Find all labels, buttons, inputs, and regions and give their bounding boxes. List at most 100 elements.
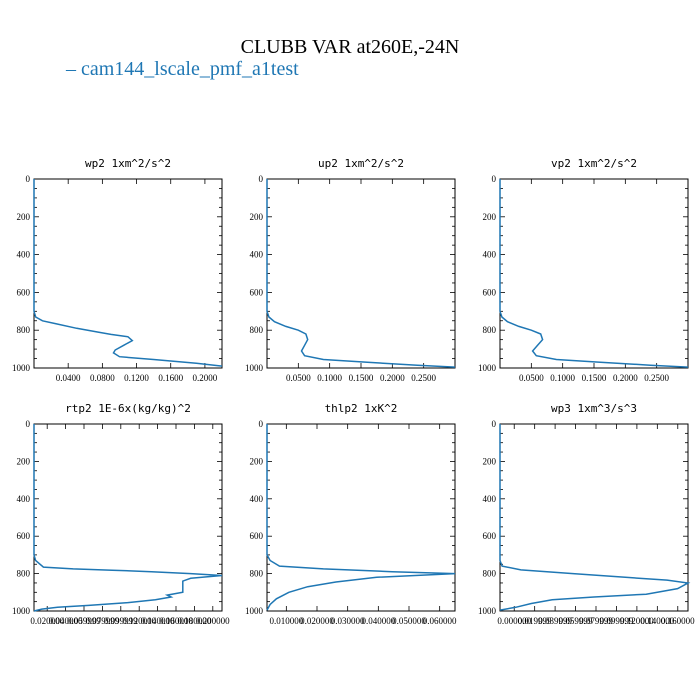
x-tick-label: 0.180000 (178, 616, 212, 626)
y-tick-label: 400 (250, 250, 264, 260)
x-tick-label: 0.1200 (124, 373, 149, 383)
x-tick-label: 0.120000 (620, 616, 654, 626)
x-tick-label: 0.030000 (331, 616, 365, 626)
y-tick-label: 0 (26, 419, 31, 429)
subplot-2: up2 1xm^2/s^2 0 200 400 600 800 1000 0.0500 0.10… (245, 157, 456, 383)
y-tick-label: 1000 (245, 363, 264, 373)
x-tick-label: 0.040000 (49, 616, 83, 626)
x-tick-label: 0.0500 (519, 373, 544, 383)
plot-frame (33, 423, 223, 612)
series-line (499, 179, 689, 368)
y-tick-label: 200 (483, 456, 497, 466)
y-tick-label: 0 (492, 174, 497, 184)
x-tick-label: 0.0500 (286, 373, 311, 383)
y-tick-label: 200 (17, 212, 31, 222)
x-tick-label: 0.050000 (392, 616, 426, 626)
subplot-title: wp3 1xm^3/s^3 (551, 402, 637, 415)
plot-frame (33, 178, 223, 369)
y-tick-label: 400 (17, 250, 31, 260)
y-tick-label: 1000 (245, 606, 264, 616)
plot-frame (266, 178, 456, 369)
x-tick-label: 0.060000 (423, 616, 457, 626)
x-tick-label: 0.099999 (600, 616, 634, 626)
x-tick-label: 0.059999 (67, 616, 101, 626)
plot-frame (499, 178, 689, 369)
x-tick-label: 0.140000 (141, 616, 175, 626)
x-tick-label: 0.039999 (538, 616, 572, 626)
x-tick-label: 0.200000 (196, 616, 230, 626)
x-tick-label: 0.059999 (559, 616, 593, 626)
x-tick-label: 0.2000 (193, 373, 218, 383)
subplot-title: up2 1xm^2/s^2 (318, 157, 404, 170)
x-tick-label: 0.1000 (317, 373, 342, 383)
y-tick-label: 600 (17, 531, 31, 541)
y-tick-label: 400 (483, 250, 497, 260)
y-tick-label: 200 (250, 212, 264, 222)
series-line (266, 179, 456, 368)
y-tick-label: 200 (250, 456, 264, 466)
x-tick-label: 0.160000 (661, 616, 695, 626)
subplot-5: thlp2 1xK^2 0 200 400 600 800 1000 0.0100000.02… (245, 402, 457, 626)
y-tick-label: 600 (250, 531, 264, 541)
y-tick-label: 0 (259, 174, 264, 184)
x-tick-label: 0.099999 (104, 616, 138, 626)
y-tick-label: 800 (250, 325, 264, 335)
legend: – cam144_lscale_pmf_a1test (66, 58, 299, 81)
y-tick-label: 800 (483, 325, 497, 335)
series-line (33, 179, 223, 367)
x-tick-label: 0.000000 (497, 616, 531, 626)
x-tick-label: 0.1000 (550, 373, 575, 383)
y-tick-label: 400 (250, 494, 264, 504)
y-tick-label: 0 (26, 174, 31, 184)
y-tick-label: 800 (17, 569, 31, 579)
y-tick-label: 1000 (478, 606, 497, 616)
y-tick-label: 800 (483, 569, 497, 579)
x-tick-label: 0.2000 (380, 373, 405, 383)
subplot-title: rtp2 1E-6x(kg/kg)^2 (65, 402, 191, 415)
x-tick-label: 0.160000 (159, 616, 193, 626)
legend-dash: – (66, 58, 81, 80)
subplot-title: thlp2 1xK^2 (325, 402, 398, 415)
subplot-3: vp2 1xm^2/s^2 0 200 400 600 800 1000 0.0500 0.10… (478, 157, 689, 383)
y-tick-label: 200 (483, 212, 497, 222)
y-tick-label: 1000 (478, 363, 497, 373)
series-line (33, 424, 223, 612)
figure-title: CLUBB VAR at260E,-24N (240, 36, 460, 58)
y-tick-label: 400 (483, 494, 497, 504)
x-tick-label: 0.1600 (158, 373, 183, 383)
subplot-6: wp3 1xm^3/s^3020040060080010000.0000000.… (478, 402, 695, 626)
y-tick-label: 400 (17, 494, 31, 504)
x-tick-label: 0.079999 (579, 616, 613, 626)
x-tick-label: 0.1500 (582, 373, 607, 383)
series-line (266, 424, 456, 611)
x-tick-label: 0.2000 (613, 373, 638, 383)
plot-frame (499, 423, 689, 612)
x-tick-label: 0.010000 (269, 616, 303, 626)
y-tick-label: 200 (17, 456, 31, 466)
subplot-4: rtp2 1E-6x(kg/kg)^2 0 200 400 600 800 10000.02… (12, 402, 230, 626)
subplot-1: wp2 1xm^2/s^2 0 200 400 600 800 1000 0.0400 0.08… (12, 157, 223, 383)
series-line (499, 424, 691, 611)
y-tick-label: 600 (17, 287, 31, 297)
x-tick-label: 0.020000 (30, 616, 64, 626)
subplot-title: vp2 1xm^2/s^2 (551, 157, 637, 170)
y-tick-label: 600 (483, 531, 497, 541)
x-tick-label: 0.019999 (518, 616, 552, 626)
y-tick-label: 600 (483, 287, 497, 297)
plot-frame (266, 423, 456, 612)
x-tick-label: 0.079999 (86, 616, 120, 626)
x-tick-label: 0.140000 (640, 616, 674, 626)
subplot-title: wp2 1xm^2/s^2 (85, 157, 171, 170)
x-tick-label: 0.040000 (361, 616, 395, 626)
y-tick-label: 800 (250, 569, 264, 579)
y-tick-label: 600 (250, 287, 264, 297)
legend-label: cam144_lscale_pmf_a1test (81, 58, 299, 80)
x-tick-label: 0.1500 (349, 373, 374, 383)
x-tick-label: 0.0800 (90, 373, 115, 383)
x-tick-label: 0.120000 (122, 616, 156, 626)
x-tick-label: 0.2500 (644, 373, 669, 383)
x-tick-label: 0.020000 (300, 616, 334, 626)
y-tick-label: 0 (492, 419, 497, 429)
y-tick-label: 1000 (12, 606, 31, 616)
